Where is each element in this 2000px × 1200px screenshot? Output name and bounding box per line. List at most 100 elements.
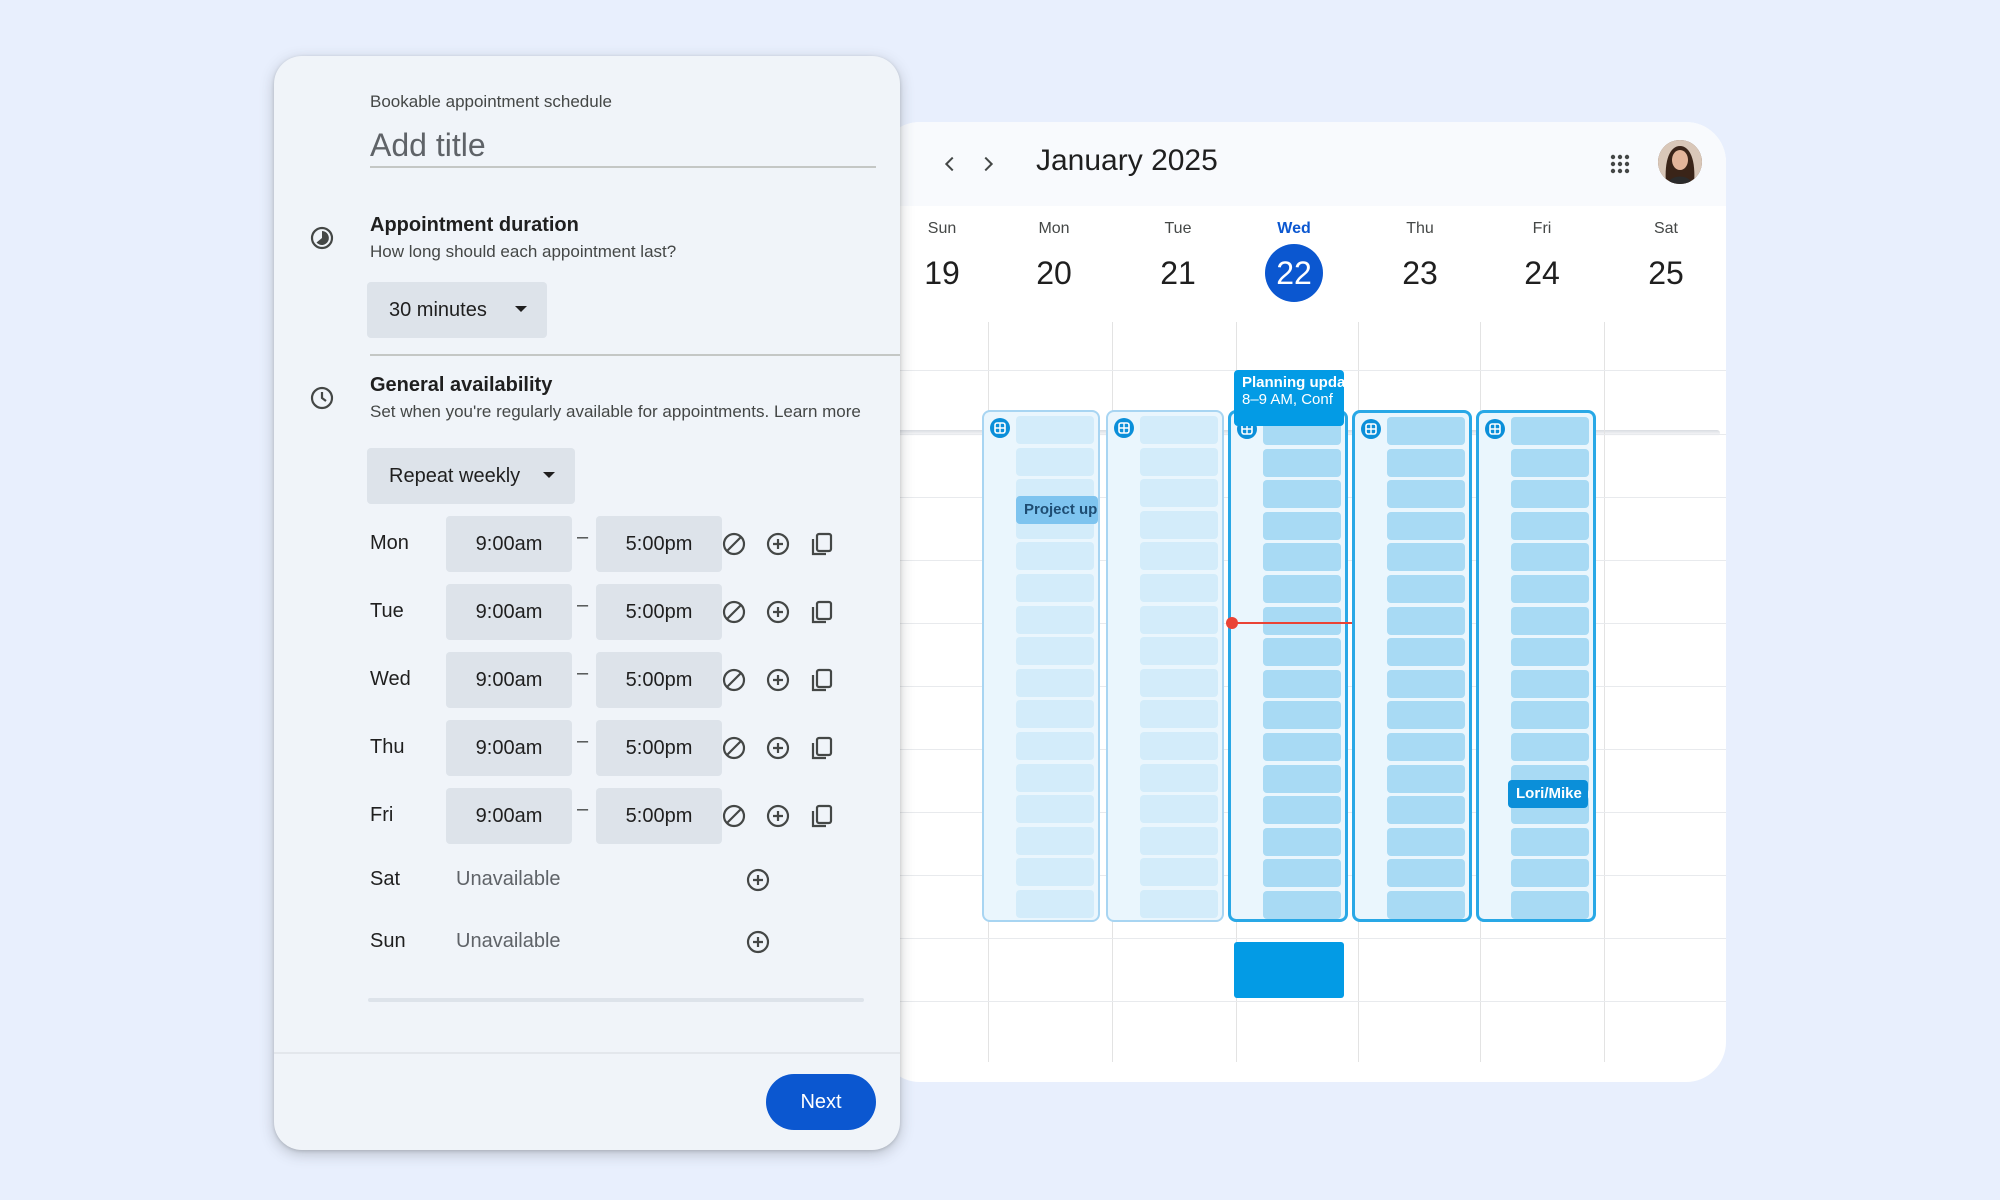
appointment-slot[interactable] — [1016, 542, 1094, 571]
add-period-icon[interactable] — [744, 866, 772, 894]
event-planning-update[interactable]: Planning upda 8–9 AM, Conf — [1234, 370, 1344, 426]
event-lori-mike[interactable]: Lori/Mike — [1508, 780, 1588, 808]
appointment-slot[interactable] — [1387, 575, 1465, 603]
duration-dropdown[interactable]: 30 minutes — [367, 282, 547, 338]
appointment-slot[interactable] — [1511, 859, 1589, 888]
appointment-slot[interactable] — [1387, 543, 1465, 572]
appointment-slot[interactable] — [1387, 796, 1465, 825]
unavailable-icon[interactable] — [720, 802, 748, 830]
appointment-slot[interactable] — [1263, 575, 1341, 603]
appointment-slot[interactable] — [1511, 891, 1589, 919]
appointment-slot[interactable] — [1263, 480, 1341, 509]
day-wed-today[interactable]: Wed 22 — [1232, 206, 1356, 302]
copy-times-icon[interactable] — [808, 530, 836, 558]
copy-times-icon[interactable] — [808, 598, 836, 626]
appointment-slot[interactable] — [1263, 543, 1341, 572]
appointment-slot[interactable] — [1263, 733, 1341, 761]
appointment-slot[interactable] — [1016, 668, 1094, 697]
appointment-slot[interactable] — [1140, 416, 1218, 444]
day-fri[interactable]: Fri 24 — [1480, 206, 1604, 302]
appointment-slot[interactable] — [1511, 448, 1589, 477]
day-thu[interactable]: Thu 23 — [1358, 206, 1482, 302]
appointment-slot[interactable] — [1016, 416, 1094, 444]
appointment-slot[interactable] — [1511, 417, 1589, 445]
copy-times-icon[interactable] — [808, 666, 836, 694]
appointment-slot[interactable] — [1511, 511, 1589, 540]
avatar[interactable] — [1658, 140, 1702, 184]
appointment-slot[interactable] — [1016, 700, 1094, 729]
booking-page-icon[interactable] — [1485, 419, 1505, 439]
appointment-slot[interactable] — [1016, 890, 1094, 918]
appointment-slot[interactable] — [1511, 575, 1589, 603]
appointment-slot[interactable] — [1387, 859, 1465, 888]
appointment-slot[interactable] — [1140, 858, 1218, 887]
end-time-field[interactable]: 5:00pm — [596, 652, 722, 708]
day-sun[interactable]: Sun 19 — [880, 206, 1004, 302]
appointment-slot[interactable] — [1387, 417, 1465, 445]
appointment-slot[interactable] — [1016, 763, 1094, 792]
start-time-field[interactable]: 9:00am — [446, 720, 572, 776]
copy-times-icon[interactable] — [808, 734, 836, 762]
appointment-slot[interactable] — [1511, 606, 1589, 635]
booking-page-icon[interactable] — [1361, 419, 1381, 439]
start-time-field[interactable]: 9:00am — [446, 516, 572, 572]
appointment-slot[interactable] — [1263, 669, 1341, 698]
appointment-slot[interactable] — [1140, 447, 1218, 476]
appointment-slot[interactable] — [1016, 732, 1094, 760]
appointment-slot[interactable] — [1140, 637, 1218, 666]
add-period-icon[interactable] — [764, 734, 792, 762]
appointment-slot[interactable] — [1263, 448, 1341, 477]
next-button[interactable]: Next — [766, 1074, 876, 1130]
appointment-slot[interactable] — [1140, 826, 1218, 855]
availability-column-tue[interactable] — [1106, 410, 1224, 922]
appointment-slot[interactable] — [1511, 701, 1589, 730]
appointment-slot[interactable] — [1016, 795, 1094, 824]
appointment-slot[interactable] — [1016, 447, 1094, 476]
day-sat[interactable]: Sat 25 — [1604, 206, 1726, 302]
end-time-field[interactable]: 5:00pm — [596, 516, 722, 572]
appointment-slot[interactable] — [1387, 891, 1465, 919]
end-time-field[interactable]: 5:00pm — [596, 788, 722, 844]
appointment-slot[interactable] — [1511, 669, 1589, 698]
appointment-slot[interactable] — [1263, 606, 1341, 635]
appointment-slot[interactable] — [1263, 827, 1341, 856]
appointment-slot[interactable] — [1140, 763, 1218, 792]
availability-column-thu[interactable] — [1352, 410, 1472, 922]
appointment-slot[interactable] — [1387, 511, 1465, 540]
appointment-slot[interactable] — [1140, 890, 1218, 918]
appointment-slot[interactable] — [1263, 511, 1341, 540]
appointment-slot[interactable] — [1511, 638, 1589, 667]
appointment-slot[interactable] — [1387, 448, 1465, 477]
appointment-slot[interactable] — [1016, 858, 1094, 887]
appointment-slot[interactable] — [1387, 606, 1465, 635]
time-grid[interactable]: Planning upda 8–9 AM, Conf Project up Lo… — [880, 322, 1726, 1082]
appointment-slot[interactable] — [1387, 827, 1465, 856]
repeat-dropdown[interactable]: Repeat weekly — [367, 448, 575, 504]
end-time-field[interactable]: 5:00pm — [596, 720, 722, 776]
appointment-slot[interactable] — [1387, 669, 1465, 698]
scroll-indicator[interactable] — [368, 998, 864, 1002]
appointment-slot[interactable] — [1387, 733, 1465, 761]
appointment-slot[interactable] — [1387, 480, 1465, 509]
unavailable-icon[interactable] — [720, 598, 748, 626]
chevron-left-icon[interactable] — [932, 146, 968, 182]
add-period-icon[interactable] — [764, 802, 792, 830]
appointment-slot[interactable] — [1387, 638, 1465, 667]
appointment-slot[interactable] — [1263, 764, 1341, 793]
day-mon[interactable]: Mon 20 — [992, 206, 1116, 302]
availability-column-mon[interactable] — [982, 410, 1100, 922]
title-input[interactable] — [370, 124, 876, 168]
appointment-slot[interactable] — [1263, 859, 1341, 888]
add-period-icon[interactable] — [744, 928, 772, 956]
appointment-slot[interactable] — [1140, 479, 1218, 508]
day-tue[interactable]: Tue 21 — [1116, 206, 1240, 302]
add-period-icon[interactable] — [764, 598, 792, 626]
appointment-slot[interactable] — [1140, 668, 1218, 697]
availability-column-fri[interactable] — [1476, 410, 1596, 922]
chevron-right-icon[interactable] — [970, 146, 1006, 182]
appointment-slot[interactable] — [1511, 543, 1589, 572]
start-time-field[interactable]: 9:00am — [446, 788, 572, 844]
appointment-slot[interactable] — [1387, 701, 1465, 730]
appointment-slot[interactable] — [1263, 891, 1341, 919]
appointment-slot[interactable] — [1140, 510, 1218, 539]
